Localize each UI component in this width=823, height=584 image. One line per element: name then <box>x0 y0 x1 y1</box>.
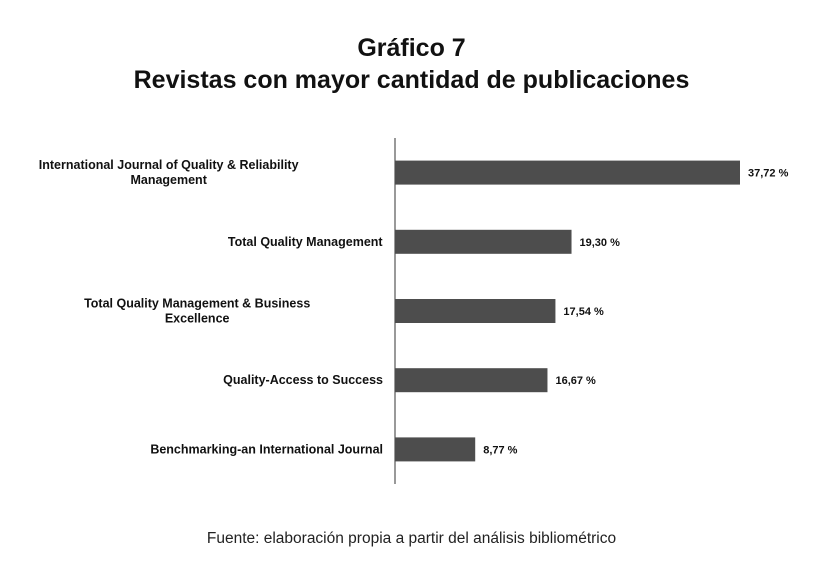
value-label-4: 8,77 % <box>483 444 517 456</box>
bar-0 <box>395 160 740 185</box>
category-label-3: Quality-Access to Success <box>223 373 383 387</box>
bar-4 <box>395 437 476 462</box>
source-note: Fuente: elaboración propia a partir del … <box>206 530 617 547</box>
chart-title-line-1: Gráfico 7 <box>357 34 466 62</box>
category-label-0: International Journal of Quality & Relia… <box>39 158 299 187</box>
value-label-2: 17,54 % <box>563 306 604 318</box>
category-label-4: Benchmarking-an International Journal <box>150 442 383 456</box>
value-label-0: 37,72 % <box>748 168 789 180</box>
value-label-1: 19,30 % <box>580 237 621 249</box>
bar-3 <box>395 368 548 393</box>
bar-2 <box>395 299 556 323</box>
category-label-2: Total Quality Management & Business Excel… <box>84 297 310 326</box>
category-label-1: Total Quality Management <box>228 235 383 249</box>
bar-1 <box>395 229 572 254</box>
chart-title-line-2: Revistas con mayor cantidad de publicaci… <box>133 66 690 94</box>
value-label-3: 16,67 % <box>555 375 596 387</box>
